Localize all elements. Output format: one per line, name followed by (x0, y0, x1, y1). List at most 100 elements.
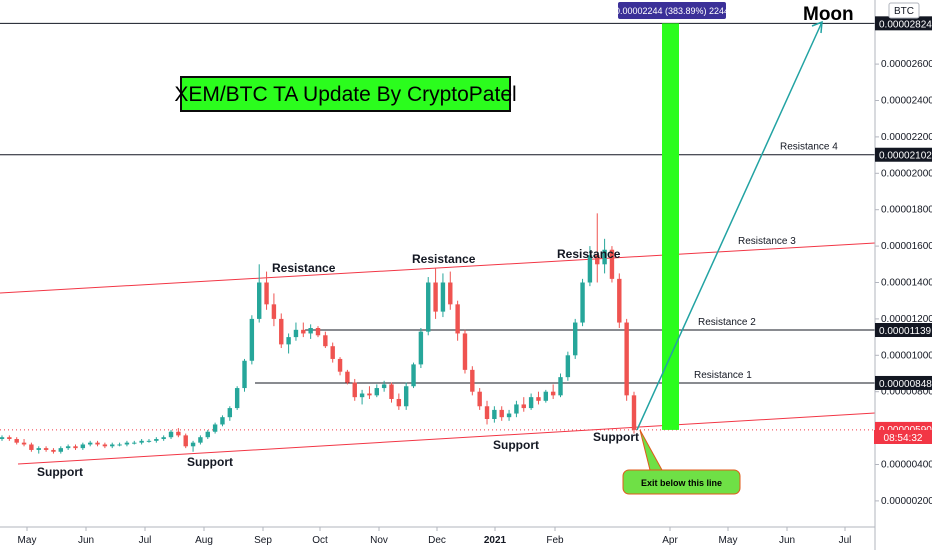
candle-body[interactable] (624, 322, 629, 396)
candle-body[interactable] (499, 409, 504, 418)
candle-body[interactable] (257, 282, 262, 319)
candle-body[interactable] (220, 417, 225, 425)
candle-body[interactable] (110, 444, 115, 447)
candle-body[interactable] (602, 249, 607, 265)
candle-body[interactable] (198, 437, 203, 443)
y-tick-label: 0.00001000 (881, 350, 932, 361)
candle-body[interactable] (536, 397, 541, 401)
candle-body[interactable] (381, 384, 387, 389)
candle-body[interactable] (580, 282, 585, 323)
candle-body[interactable] (617, 278, 622, 323)
candle-body[interactable] (205, 431, 210, 438)
candle-body[interactable] (462, 333, 468, 370)
candle-body[interactable] (514, 404, 519, 414)
candle-body[interactable] (286, 337, 291, 345)
candle-body[interactable] (43, 448, 49, 450)
x-tick-label: Jul (839, 535, 852, 546)
candle-body[interactable] (168, 431, 174, 438)
candle-body[interactable] (595, 255, 600, 265)
candle-body[interactable] (183, 435, 188, 447)
candle-body[interactable] (374, 388, 379, 396)
candle-body[interactable] (403, 386, 409, 407)
candle-body[interactable] (293, 329, 299, 338)
candle-body[interactable] (550, 391, 556, 396)
candle-body[interactable] (279, 318, 284, 345)
candle-body[interactable] (80, 444, 86, 449)
candle-body[interactable] (36, 448, 41, 450)
candle-body[interactable] (330, 346, 335, 359)
candle-body[interactable] (102, 444, 108, 447)
candle-body[interactable] (492, 409, 497, 419)
candle-body[interactable] (477, 391, 482, 407)
candle-body[interactable] (506, 413, 512, 418)
level-name-label: Resistance 4 (780, 142, 838, 153)
candle-body[interactable] (323, 335, 328, 347)
candle-body[interactable] (367, 393, 372, 396)
candle-body[interactable] (433, 282, 438, 312)
candle-body[interactable] (95, 442, 100, 445)
candle-body[interactable] (455, 304, 460, 334)
candle-body[interactable] (426, 282, 431, 332)
candle-body[interactable] (87, 442, 93, 445)
candle-body[interactable] (543, 391, 549, 401)
y-tick-label: 0.00002102 (879, 151, 932, 162)
candle-layer[interactable] (0, 213, 637, 454)
x-tick-label: Sep (254, 535, 272, 546)
candle-body[interactable] (418, 331, 424, 365)
candle-body[interactable] (242, 360, 247, 389)
candle-body[interactable] (51, 449, 56, 452)
candle-body[interactable] (558, 377, 563, 396)
candle-body[interactable] (484, 406, 490, 419)
candle-body[interactable] (234, 388, 240, 409)
candle-body[interactable] (139, 440, 144, 443)
candle-body[interactable] (21, 442, 27, 445)
candle-body[interactable] (7, 437, 12, 440)
candle-body[interactable] (29, 444, 34, 450)
candle-body[interactable] (470, 369, 475, 392)
candle-body[interactable] (65, 446, 71, 449)
candle-body[interactable] (609, 249, 615, 279)
candle-body[interactable] (573, 322, 578, 356)
candle-body[interactable] (315, 328, 321, 336)
candle-body[interactable] (631, 395, 637, 430)
candle-body[interactable] (271, 304, 277, 319)
candle-body[interactable] (117, 444, 122, 446)
candle-body[interactable] (249, 318, 255, 361)
candle-body[interactable] (396, 398, 402, 407)
candle-body[interactable] (227, 408, 233, 418)
moon-arrow-line (636, 21, 823, 431)
annotation-label: Support (187, 455, 233, 469)
candle-body[interactable] (264, 282, 269, 305)
candle-body[interactable] (73, 446, 78, 449)
candle-body[interactable] (448, 282, 453, 305)
candle-body[interactable] (359, 393, 365, 398)
symbol-badge[interactable]: BTC (888, 2, 920, 19)
candle-body[interactable] (154, 439, 159, 441)
candle-body[interactable] (176, 431, 181, 436)
candle-body[interactable] (0, 437, 5, 440)
candle-body[interactable] (308, 328, 313, 334)
candle-body[interactable] (521, 404, 526, 409)
candle-body[interactable] (146, 440, 152, 442)
candle-body[interactable] (389, 384, 394, 399)
candle-body[interactable] (14, 439, 19, 443)
candle-body[interactable] (301, 329, 306, 334)
candle-body[interactable] (587, 255, 593, 283)
candle-body[interactable] (190, 442, 196, 447)
candle-body[interactable] (528, 397, 534, 409)
candle-body[interactable] (352, 382, 357, 398)
candle-body[interactable] (345, 371, 350, 383)
candle-body[interactable] (440, 282, 446, 312)
level-name-label: Resistance 2 (698, 317, 756, 328)
candle-body[interactable] (132, 442, 137, 444)
candle-body[interactable] (337, 358, 343, 372)
candle-body[interactable] (212, 424, 218, 432)
candle-body[interactable] (411, 364, 416, 387)
candle-body[interactable] (124, 442, 130, 445)
candle-body[interactable] (161, 437, 166, 440)
y-tick-label: 0.00001200 (881, 314, 932, 325)
candle-body[interactable] (565, 355, 571, 378)
candle-body[interactable] (58, 448, 63, 452)
